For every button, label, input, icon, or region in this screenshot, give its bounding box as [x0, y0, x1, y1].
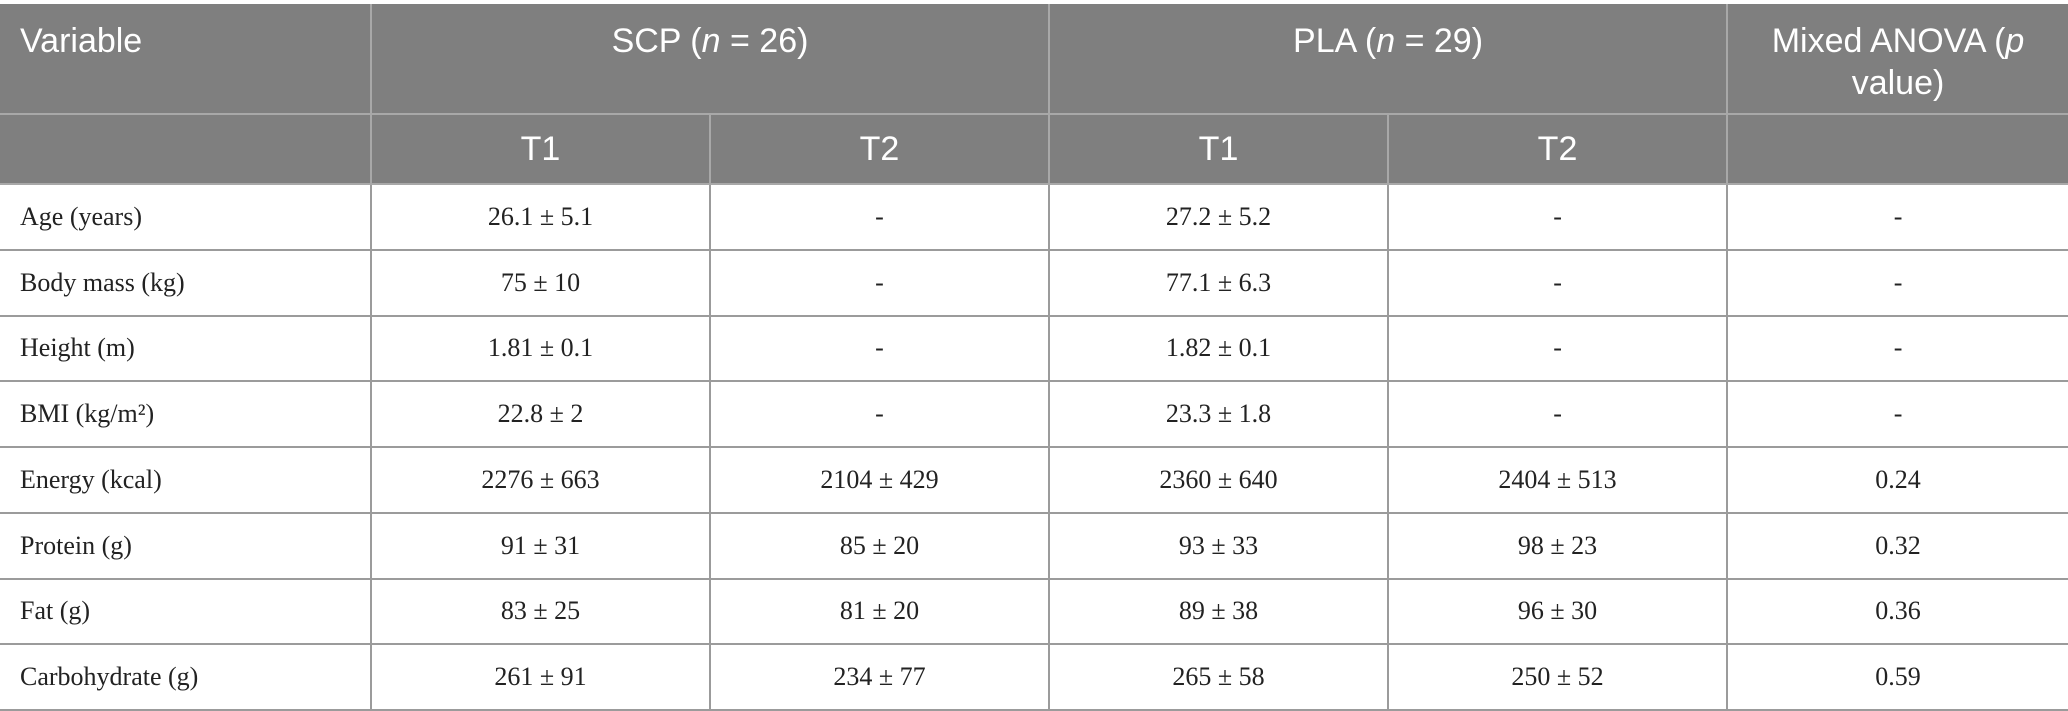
header-row: Variable SCP (n = 26) PLA (n = 29) Mixed AN…	[0, 4, 2068, 115]
subheader-cell: T1	[370, 113, 711, 185]
page: Variable SCP (n = 26) PLA (n = 29) Mixed AN…	[0, 4, 2068, 711]
table-cell: 1.81 ± 0.1	[370, 314, 711, 383]
table-row: Body mass (kg) 75 ± 10-77.1 ± 6.3- -	[0, 248, 2068, 317]
table-cell: 1.82 ± 0.1	[1048, 314, 1390, 383]
header-text: Mixed ANOVA (	[1771, 22, 2006, 60]
row-label: BMI (kg/m²)	[0, 380, 372, 448]
table-head: Variable SCP (n = 26) PLA (n = 29) Mixed AN…	[0, 4, 2068, 185]
table-cell: 85 ± 20	[708, 511, 1051, 580]
table-cell: 77.1 ± 6.3	[1048, 248, 1390, 317]
table-cell: 81 ± 20	[708, 577, 1051, 646]
table-cell: 75 ± 10	[370, 248, 711, 317]
table-cell: 250 ± 52	[1387, 643, 1729, 711]
row-label: Fat (g)	[0, 577, 372, 646]
header-text: SCP (	[611, 22, 702, 60]
table-cell: -	[1387, 183, 1729, 251]
table-row: Fat (g) 83 ± 25 81 ± 20 89 ± 38 96 ± 30 0.36	[0, 577, 2068, 646]
header-cell: Mixed ANOVA (p value)	[1726, 4, 2068, 115]
header-cell	[0, 113, 372, 185]
table-cell: -	[1387, 248, 1729, 317]
header-cell	[1726, 113, 2068, 185]
table-row: Age (years) 26.1 ± 5.1-27.2 ± 5.2- -	[0, 183, 2068, 251]
table-cell: 234 ± 77	[708, 643, 1051, 711]
row-label: Protein (g)	[0, 511, 372, 580]
subheader-row: T1 T2 T1 T2	[0, 113, 2068, 185]
table-cell: 98 ± 23	[1387, 511, 1729, 580]
table-cell: 91 ± 31	[370, 511, 711, 580]
table-cell: -	[1387, 380, 1729, 448]
table-cell: -	[1726, 380, 2068, 448]
row-label: Body mass (kg)	[0, 248, 372, 317]
header-text: Variable	[20, 22, 143, 60]
row-label: Carbohydrate (g)	[0, 643, 372, 711]
table-cell: 23.3 ± 1.8	[1048, 380, 1390, 448]
table-cell: -	[1726, 248, 2068, 317]
table-cell: -	[708, 248, 1051, 317]
table-cell: -	[1387, 314, 1729, 383]
table-cell: 2404 ± 513	[1387, 446, 1729, 514]
table-cell: 0.59	[1726, 643, 2068, 711]
header-text: = 26)	[720, 22, 809, 60]
table-cell: 22.8 ± 2	[370, 380, 711, 448]
data-table: Variable SCP (n = 26) PLA (n = 29) Mixed AN…	[0, 4, 2068, 711]
header-text: value)	[1851, 64, 1945, 102]
row-label: Energy (kcal)	[0, 446, 372, 514]
header-cell: SCP (n = 26)	[369, 4, 1051, 115]
table-cell: 96 ± 30	[1387, 577, 1729, 646]
table-cell: 2276 ± 663	[370, 446, 711, 514]
table-row: Carbohydrate (g) 261 ± 91 234 ± 77 265 ± 58…	[0, 643, 2068, 711]
subheader-cell: T1	[1048, 113, 1390, 185]
row-label: Age (years)	[0, 183, 372, 251]
header-text: PLA (	[1293, 22, 1377, 60]
table-cell: 0.36	[1726, 577, 2068, 646]
header-text: n	[701, 22, 721, 60]
header-text: n	[1376, 22, 1396, 60]
table-cell: 89 ± 38	[1048, 577, 1390, 646]
table-cell: 2360 ± 640	[1048, 446, 1390, 514]
table-cell: 93 ± 33	[1048, 511, 1390, 580]
table-cell: 0.32	[1726, 511, 2068, 580]
table-cell: 265 ± 58	[1048, 643, 1390, 711]
header-cell: PLA (n = 29)	[1048, 4, 1729, 115]
header-text: p	[2005, 22, 2025, 60]
table-cell: 26.1 ± 5.1	[370, 183, 711, 251]
table-cell: -	[1726, 183, 2068, 251]
table-cell: 0.24	[1726, 446, 2068, 514]
table-row: BMI (kg/m²) 22.8 ± 2-23.3 ± 1.8- -	[0, 380, 2068, 448]
table-cell: 27.2 ± 5.2	[1048, 183, 1390, 251]
table-cell: -	[708, 380, 1051, 448]
subheader-cell: T2	[1387, 113, 1729, 185]
table-row: Energy (kcal) 2276 ± 663 2104 ± 429 2360 ± …	[0, 446, 2068, 514]
header-cell: Variable	[0, 4, 372, 115]
table-cell: -	[1726, 314, 2068, 383]
table-row: Height (m) 1.81 ± 0.1-1.82 ± 0.1- -	[0, 314, 2068, 383]
subheader-cell: T2	[708, 113, 1051, 185]
row-label: Height (m)	[0, 314, 372, 383]
table-body: Age (years) 26.1 ± 5.1-27.2 ± 5.2- - Body m…	[0, 183, 2068, 711]
table-row: Protein (g) 91 ± 31 85 ± 20 93 ± 33 98 ± 23 0…	[0, 511, 2068, 580]
table-cell: -	[708, 183, 1051, 251]
table-cell: 2104 ± 429	[708, 446, 1051, 514]
table-cell: 83 ± 25	[370, 577, 711, 646]
table-cell: 261 ± 91	[370, 643, 711, 711]
header-text: = 29)	[1395, 22, 1484, 60]
table-cell: -	[708, 314, 1051, 383]
